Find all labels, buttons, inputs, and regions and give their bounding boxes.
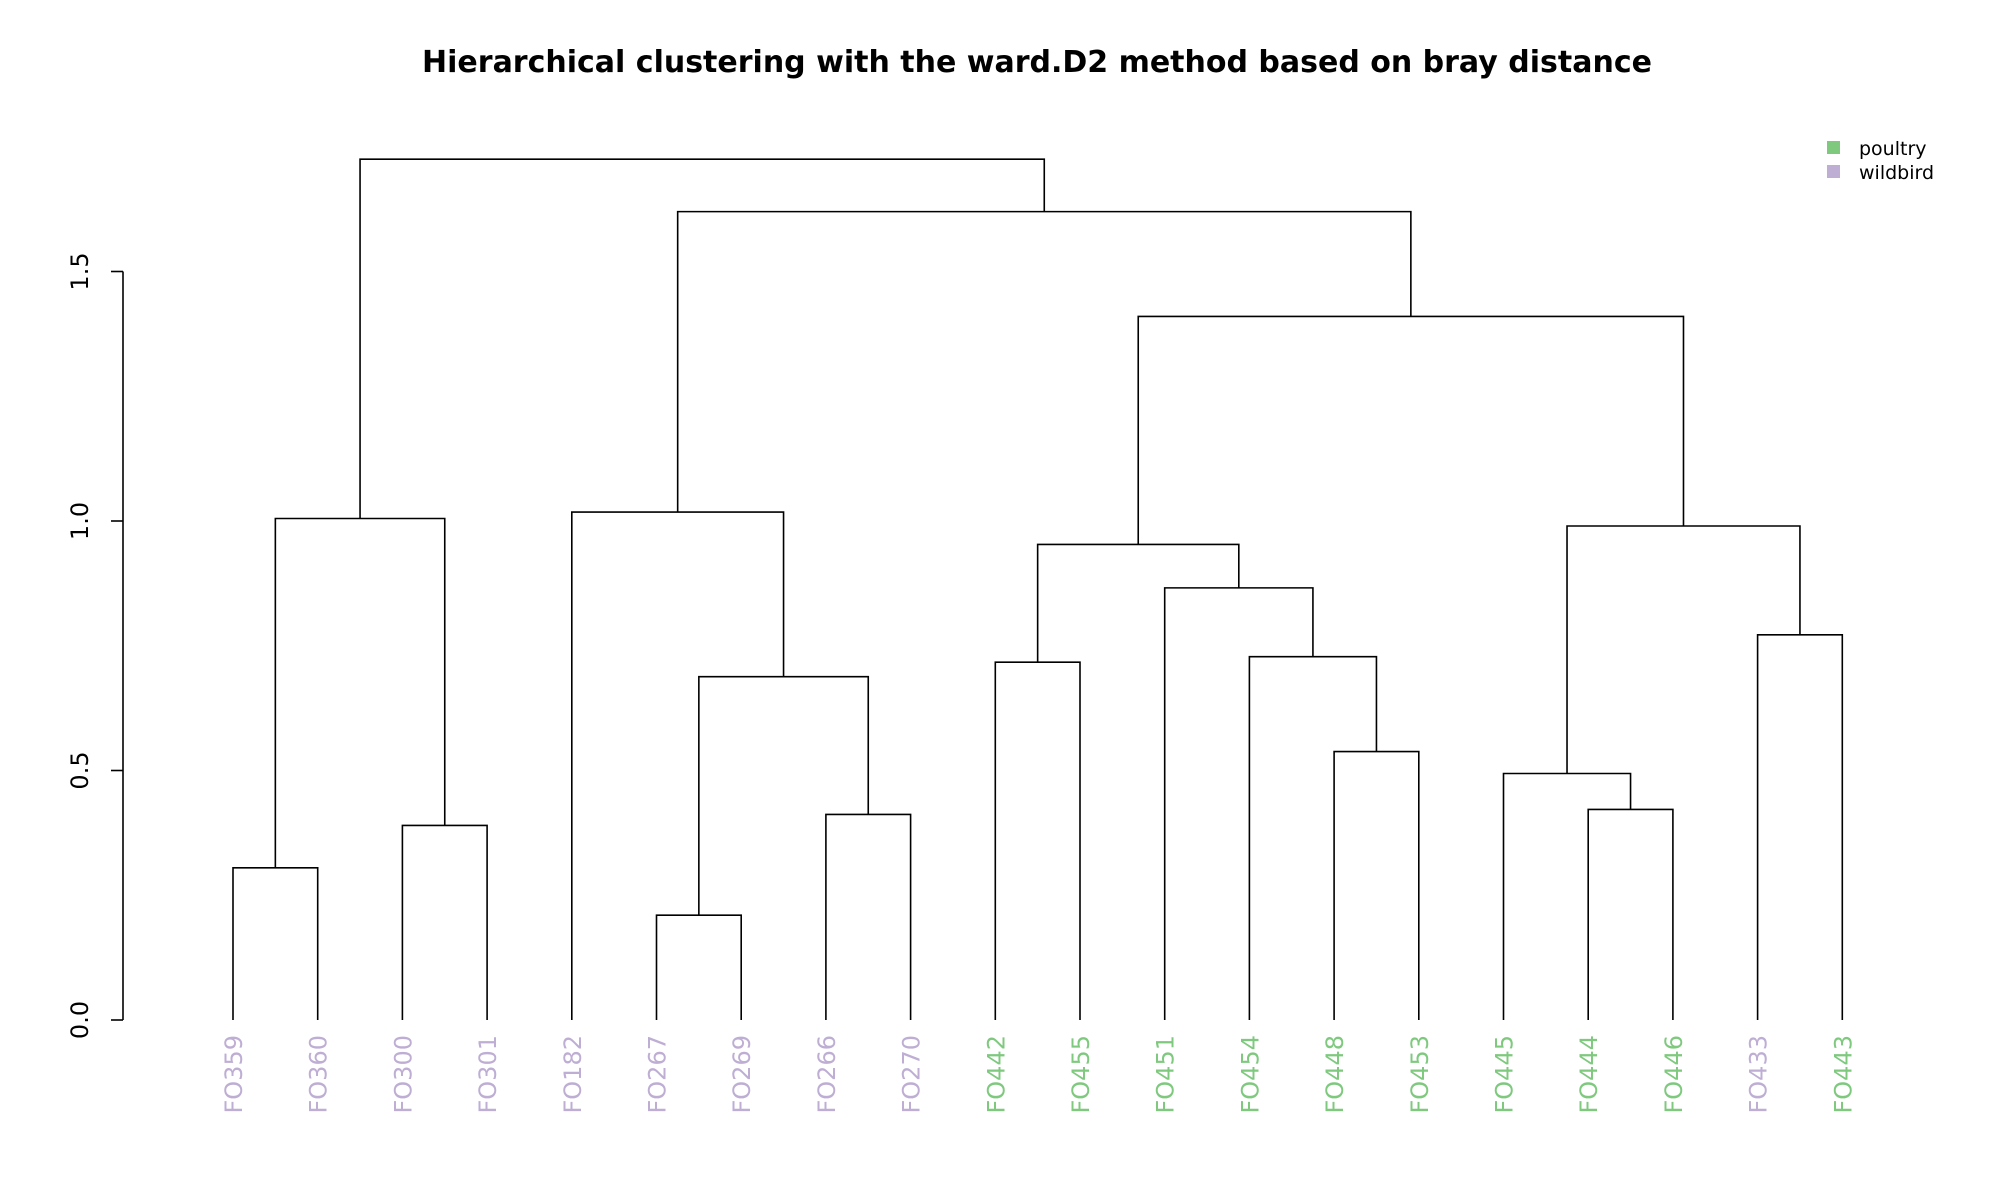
merge-branch bbox=[1566, 525, 1801, 774]
legend-label-wildbird: wildbird bbox=[1859, 162, 1934, 184]
y-tick-label: 0.5 bbox=[66, 751, 94, 789]
leaf-label-fo442: FO442 bbox=[982, 1035, 1010, 1114]
y-tick-label: 1.0 bbox=[66, 502, 94, 540]
legend-swatch-wildbird bbox=[1827, 165, 1840, 178]
leaf-label-fo360: FO360 bbox=[305, 1035, 333, 1114]
legend: poultry wildbird bbox=[1827, 138, 1934, 184]
merge-branch bbox=[1333, 750, 1420, 1020]
merge-branch bbox=[359, 158, 1046, 519]
leaf-labels: FO359 FO360 FO300 FO301 FO182 FO267 FO269 FO266… bbox=[220, 1035, 1857, 1114]
leaf-label-fo359: FO359 bbox=[220, 1035, 248, 1114]
merge-branch bbox=[1587, 808, 1674, 1020]
y-tick-label: 0.0 bbox=[66, 1001, 94, 1039]
leaf-label-fo455: FO455 bbox=[1067, 1035, 1095, 1114]
merge-branch bbox=[1036, 543, 1240, 663]
leaf-label-fo433: FO433 bbox=[1745, 1035, 1773, 1114]
merge-branch bbox=[232, 867, 319, 1020]
merge-branch bbox=[698, 675, 870, 916]
leaf-label-fo269: FO269 bbox=[728, 1035, 756, 1114]
merge-branch bbox=[655, 914, 742, 1020]
merge-branch bbox=[1248, 655, 1378, 1020]
leaf-label-fo270: FO270 bbox=[898, 1035, 926, 1114]
leaf-label-fo451: FO451 bbox=[1152, 1035, 1180, 1114]
legend-label-poultry: poultry bbox=[1859, 138, 1927, 160]
leaf-label-fo446: FO446 bbox=[1660, 1035, 1688, 1114]
merge-branch bbox=[1137, 315, 1685, 545]
leaf-label-fo445: FO445 bbox=[1491, 1035, 1519, 1114]
dendrogram-branches bbox=[232, 158, 1844, 1020]
y-tick-label: 1.5 bbox=[66, 252, 94, 290]
merge-branch bbox=[401, 824, 488, 1020]
leaf-label-fo448: FO448 bbox=[1321, 1035, 1349, 1114]
leaf-label-fo267: FO267 bbox=[644, 1035, 672, 1114]
merge-branch bbox=[571, 511, 785, 1020]
leaf-label-fo453: FO453 bbox=[1406, 1035, 1434, 1114]
leaf-label-fo300: FO300 bbox=[389, 1035, 417, 1114]
merge-branch bbox=[994, 661, 1081, 1020]
merge-branch bbox=[1163, 587, 1314, 1020]
merge-branch bbox=[676, 210, 1412, 513]
merge-branch bbox=[1502, 772, 1632, 1020]
leaf-label-fo301: FO301 bbox=[474, 1035, 502, 1114]
y-axis: 0.0 0.5 1.0 1.5 bbox=[66, 252, 124, 1039]
leaf-label-fo444: FO444 bbox=[1575, 1035, 1603, 1114]
merge-branch bbox=[1756, 633, 1844, 1020]
leaf-label-fo443: FO443 bbox=[1829, 1035, 1857, 1114]
merge-branch bbox=[825, 813, 912, 1020]
leaf-label-fo182: FO182 bbox=[559, 1035, 587, 1114]
merge-branch bbox=[274, 517, 446, 868]
legend-swatch-poultry bbox=[1827, 141, 1840, 154]
leaf-label-fo454: FO454 bbox=[1236, 1035, 1264, 1114]
leaf-label-fo266: FO266 bbox=[813, 1035, 841, 1114]
chart-title: Hierarchical clustering with the ward.D2… bbox=[422, 45, 1652, 80]
